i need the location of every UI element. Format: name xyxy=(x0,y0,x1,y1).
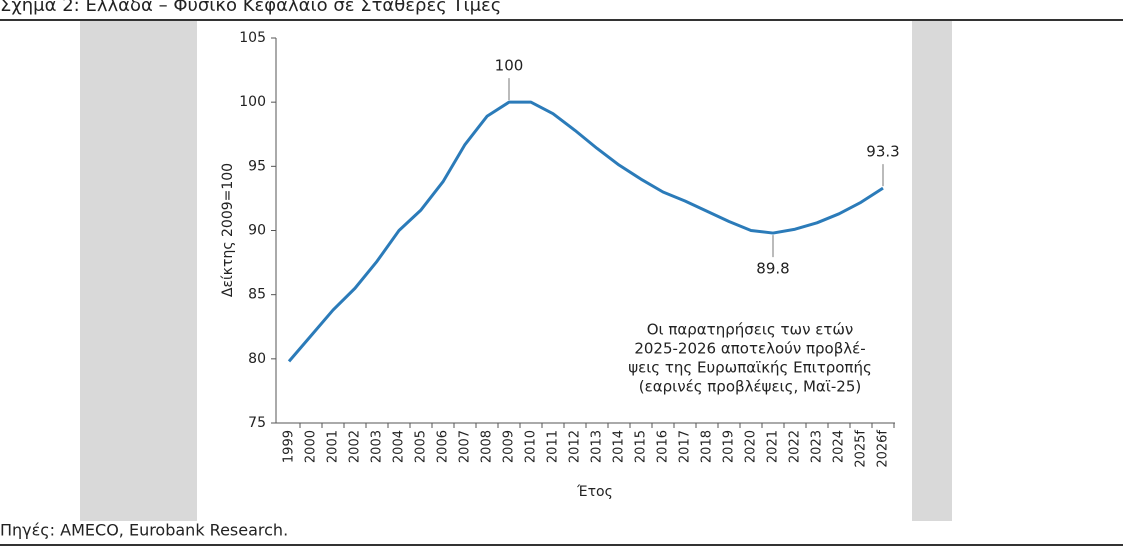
note: 2025-2026 αποτελούν προβλέ- xyxy=(634,340,865,358)
x-tick-label: 2025f xyxy=(854,430,869,468)
x-tick-label: 2014 xyxy=(612,430,627,463)
x-tick-label: 2021 xyxy=(766,430,781,463)
page-title: Σχήμα 2: Ελλάδα – Φυσικό Κεφάλαιο σε Στα… xyxy=(0,0,501,16)
x-tick-label: 2016 xyxy=(656,430,671,463)
x-tick-label: 2001 xyxy=(326,430,341,463)
x-tick-label: 2008 xyxy=(480,430,495,463)
note: ψεις της Ευρωπαϊκής Επιτροπής xyxy=(628,359,872,377)
x-tick-label: 2015 xyxy=(634,430,649,463)
chart-area xyxy=(197,21,912,521)
source: Πηγές: AMECO, Eurobank Research. xyxy=(0,521,288,540)
note: (εαρινές προβλέψεις, Μαϊ-25) xyxy=(639,378,861,396)
data-line xyxy=(287,100,884,363)
value-label: 93.3 xyxy=(866,143,899,161)
x-tick-label: 2009 xyxy=(502,430,517,463)
note: Οι παρατηρήσεις των ετών xyxy=(647,321,854,339)
x-tick-label: 2004 xyxy=(392,430,407,463)
x-tick-label: 2019 xyxy=(722,430,737,463)
y-tick-label: 90 xyxy=(248,223,266,239)
x-tick-label: 1999 xyxy=(282,430,297,463)
x-tick-label: 2020 xyxy=(744,430,759,463)
y-tick-label: 95 xyxy=(248,158,266,174)
y-tick-label: 100 xyxy=(239,94,266,110)
value-label: 100 xyxy=(495,57,524,75)
x-tick-label: 2007 xyxy=(458,430,473,463)
y-tick-label: 85 xyxy=(248,287,266,303)
y-tick-label: 75 xyxy=(248,415,266,431)
y-axis-label: Δείκτης 2009=100 xyxy=(220,163,236,297)
x-tick-label: 2011 xyxy=(546,430,561,463)
y-tick-label: 105 xyxy=(239,30,266,46)
x-tick-label: 2013 xyxy=(590,430,605,463)
x-tick-label: 2023 xyxy=(810,430,825,463)
value-label: 89.8 xyxy=(756,260,789,278)
x-tick-label: 2000 xyxy=(304,430,319,463)
x-tick-label: 2026f xyxy=(876,430,891,468)
x-tick-label: 2022 xyxy=(788,430,803,463)
x-tick-label: 2012 xyxy=(568,430,583,463)
x-tick-label: 2002 xyxy=(348,430,363,463)
x-tick-label: 2006 xyxy=(436,430,451,463)
x-tick-label: 2010 xyxy=(524,430,539,463)
x-tick-label: 2005 xyxy=(414,430,429,463)
x-tick-label: 2018 xyxy=(700,430,715,463)
x-tick-label: 2024 xyxy=(832,430,847,463)
x-axis-label: Έτος xyxy=(576,484,613,500)
x-tick-label: 2003 xyxy=(370,430,385,463)
x-tick-label: 2017 xyxy=(678,430,693,463)
y-tick-label: 80 xyxy=(248,351,266,367)
